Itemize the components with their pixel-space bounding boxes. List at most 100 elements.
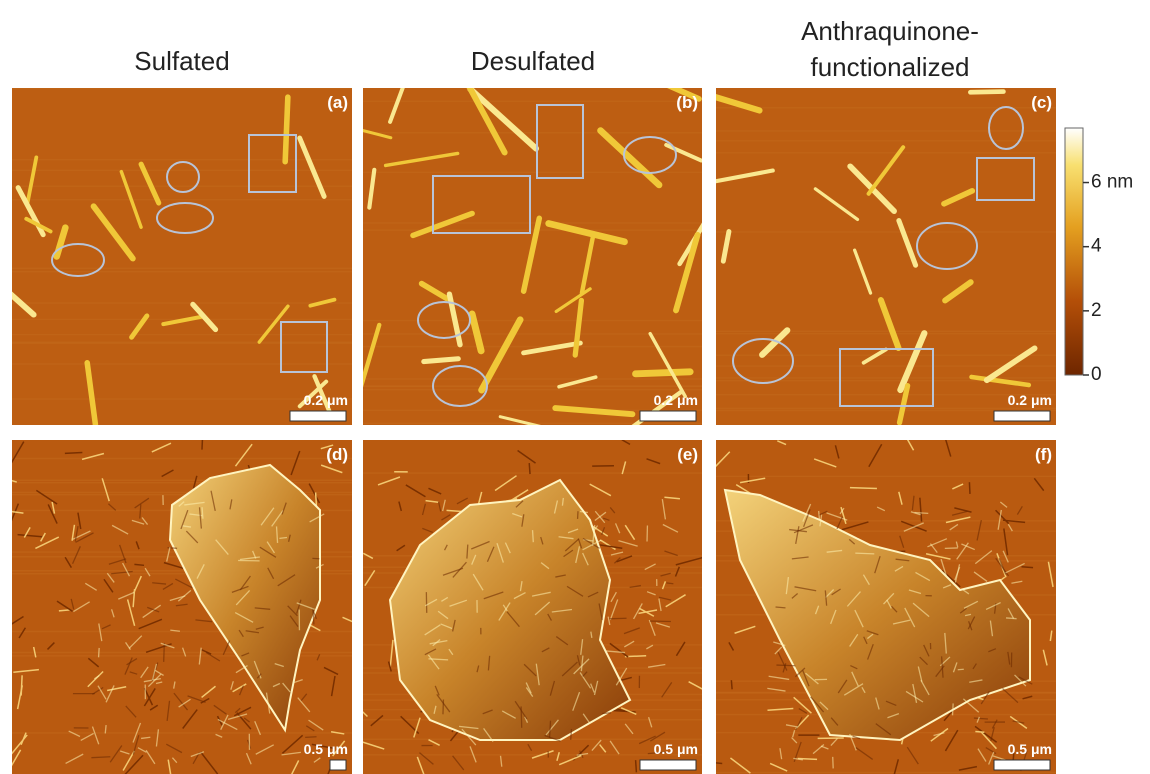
fibril: [716, 762, 723, 765]
texture: [951, 510, 968, 516]
fibril: [236, 712, 252, 730]
fibril: [90, 203, 136, 262]
texture: [576, 752, 589, 756]
texture: [501, 710, 516, 719]
texture: [632, 603, 643, 620]
scan-line: [716, 333, 1056, 335]
texture: [111, 570, 133, 575]
texture: [660, 572, 671, 577]
fibril: [167, 759, 172, 774]
fibril: [720, 229, 732, 264]
texture: [779, 748, 783, 760]
texture: [448, 648, 454, 656]
fibril: [23, 526, 31, 538]
fibril: [1021, 566, 1034, 569]
scan-line: [12, 88, 352, 90]
scan-line: [12, 479, 352, 482]
fibril: [599, 744, 607, 753]
fibril: [558, 754, 583, 766]
texture: [131, 519, 145, 525]
fibril: [925, 553, 951, 560]
texture: [876, 506, 886, 512]
texture: [313, 757, 321, 763]
texture: [905, 690, 924, 703]
fibril: [367, 167, 377, 210]
texture: [648, 663, 666, 668]
texture: [118, 544, 127, 564]
scan-line: [716, 530, 1056, 532]
texture: [579, 510, 588, 514]
texture: [525, 682, 532, 694]
texture: [205, 652, 221, 662]
fibril: [20, 732, 27, 746]
texture: [429, 639, 448, 645]
fibril: [1003, 528, 1009, 556]
texture: [266, 541, 276, 554]
scan-line: [716, 771, 1056, 774]
fibril: [793, 696, 812, 714]
texture: [666, 582, 674, 585]
fibril: [674, 566, 681, 577]
texture: [166, 700, 171, 721]
texture: [927, 538, 948, 548]
fibril: [467, 88, 540, 152]
texture: [230, 681, 234, 690]
texture: [892, 619, 911, 625]
fibril: [56, 600, 73, 612]
fibril: [182, 709, 198, 729]
texture: [912, 683, 918, 703]
texture: [794, 586, 817, 592]
scan-line: [716, 475, 1056, 478]
texture: [553, 500, 559, 514]
scan-line: [363, 229, 702, 231]
fibril: [675, 641, 686, 657]
texture: [305, 725, 315, 732]
texture: [215, 539, 229, 556]
texture: [281, 502, 287, 515]
fibril: [834, 445, 840, 459]
fibril: [428, 739, 440, 746]
texture: [601, 526, 606, 535]
texture: [602, 517, 610, 521]
annotation-ellipse: [732, 338, 794, 384]
texture: [201, 507, 204, 519]
texture: [1002, 550, 1009, 563]
texture: [812, 744, 825, 755]
fibril: [233, 706, 252, 717]
scan-line: [716, 354, 1056, 356]
scale-bar: [993, 759, 1051, 771]
texture: [570, 728, 573, 740]
texture: [227, 713, 248, 720]
fibril: [364, 569, 376, 587]
texture: [551, 608, 573, 613]
colorbar-tick-label: 2: [1091, 300, 1102, 321]
texture: [662, 523, 679, 533]
column-title: Sulfated: [134, 46, 229, 76]
texture: [316, 654, 321, 661]
fibril: [634, 760, 638, 773]
fibril: [877, 297, 902, 352]
texture: [297, 697, 311, 713]
fibril: [677, 222, 702, 267]
fibril: [87, 670, 104, 688]
texture: [458, 725, 479, 730]
texture: [104, 724, 107, 734]
texture: [826, 549, 843, 553]
texture: [277, 574, 296, 587]
fibril: [468, 310, 485, 355]
fibril: [1049, 630, 1053, 642]
texture: [974, 550, 993, 565]
scan-line: [363, 754, 702, 756]
fibril: [716, 94, 763, 114]
texture: [837, 679, 848, 694]
texture: [155, 729, 160, 747]
fibril: [767, 707, 794, 711]
texture: [591, 739, 602, 751]
texture: [862, 574, 870, 586]
texture: [451, 619, 456, 632]
texture: [289, 615, 299, 628]
scan-line: [12, 570, 352, 572]
texture: [476, 665, 480, 673]
texture: [305, 736, 317, 739]
